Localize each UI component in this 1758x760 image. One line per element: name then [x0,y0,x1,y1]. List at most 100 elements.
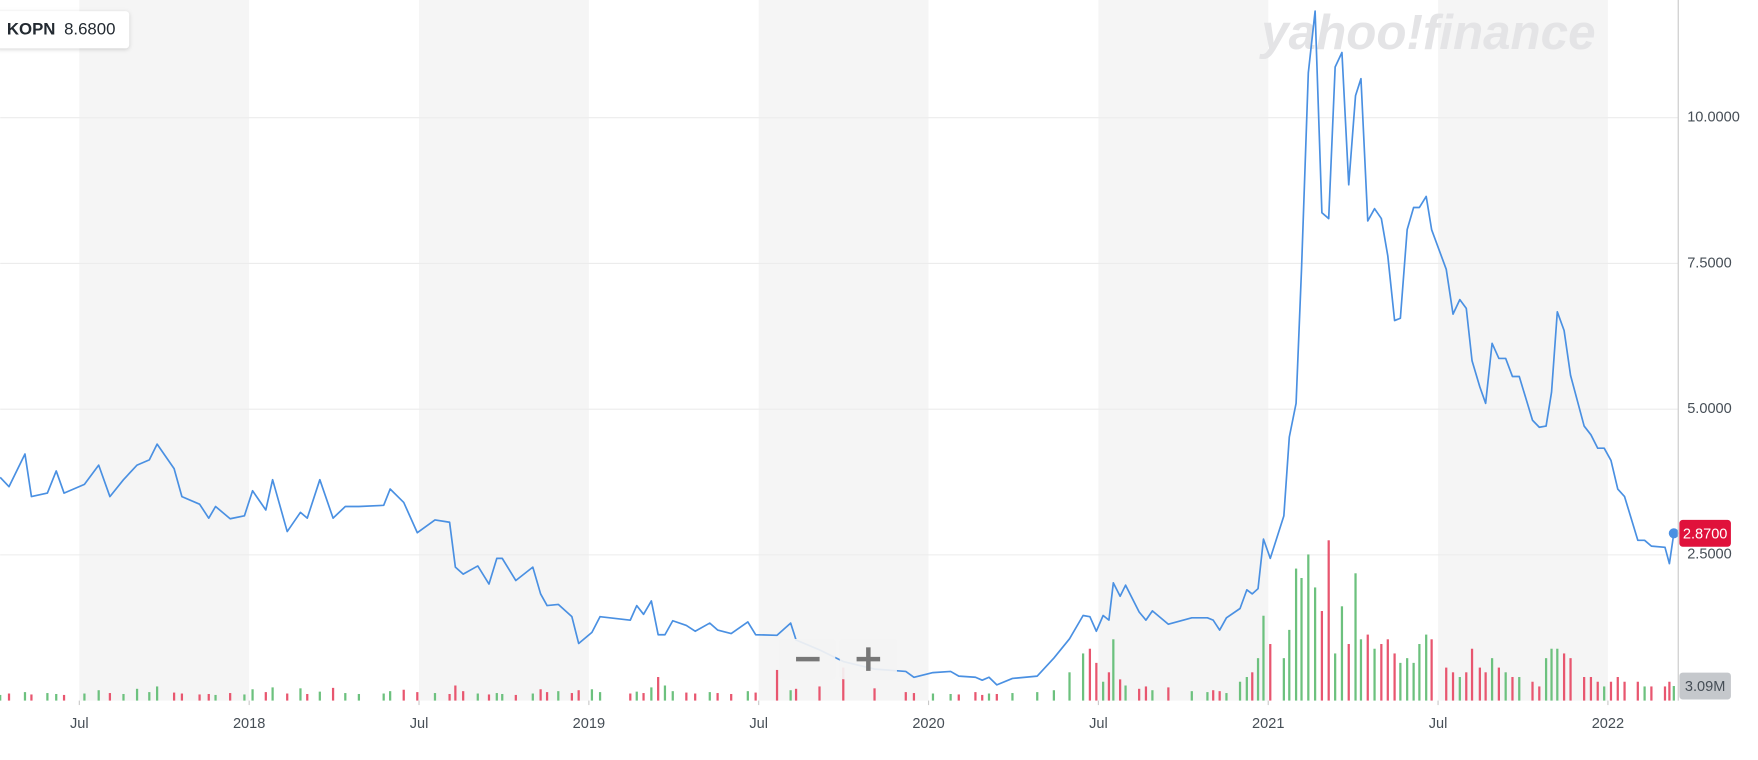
volume-bar [1412,662,1415,701]
x-tick-label: 2022 [1592,716,1624,732]
volume-bar [974,692,977,701]
y-tick-label: 2.5000 [1687,547,1732,563]
volume-bar [1011,693,1014,701]
volume-bar [1386,639,1389,701]
volume-bar [1081,653,1085,701]
volume-bar [1470,648,1474,701]
x-tick-label: 2021 [1252,716,1284,732]
volume-bar [1418,644,1421,701]
x-tick-label: Jul [1089,716,1108,732]
volume-bar [344,693,347,701]
volume-bar [1359,639,1363,701]
volume-bar [1643,686,1646,701]
volume-bar [775,669,779,701]
volume-bar [1544,658,1548,701]
volume-bar [1327,540,1330,701]
volume-bars [0,540,1675,701]
value-tag [1679,519,1731,547]
volume-bar [251,689,254,701]
value-tag-label: 3.09M [1685,679,1725,695]
volume-bar [487,694,491,701]
x-tick-label: 2020 [912,716,944,732]
band [758,0,929,701]
volume-bar [122,693,125,701]
zoom-controls [779,638,897,680]
volume-bar [7,693,11,701]
volume-bar [108,693,112,701]
volume-bar [1256,658,1260,701]
volume-bar [1650,686,1653,701]
x-tick-label: Jul [70,716,89,732]
volume-bar [598,692,602,701]
volume-bar [402,689,405,701]
volume-bar [1562,653,1566,701]
volume-bar [1347,644,1350,701]
value-tag [1679,672,1731,700]
volume-bar [1569,658,1572,701]
volume-bar [389,691,392,701]
volume-bar [635,691,638,701]
volume-bar [306,693,309,701]
volume-bar [716,693,719,701]
volume-bar [987,693,991,701]
volume-bar [650,687,653,701]
volume-bar [1445,667,1448,701]
zoom-in-button[interactable] [839,638,897,680]
volume-bar [1288,629,1291,701]
volume-bar [1556,648,1559,701]
band [1098,0,1269,701]
volume-bar [454,685,457,701]
x-tick-label: 2019 [573,716,605,732]
volume-bar [1068,672,1071,701]
volume-bar [135,688,139,701]
volume-bar [904,692,907,701]
volume-bar [642,693,645,701]
volume-bar [1218,691,1221,701]
volume-bar [570,693,573,701]
volume-bar [1282,658,1285,701]
symbol: KOPN [7,20,56,39]
volume-bar [198,694,201,701]
volume-bar [1623,681,1626,701]
x-tick-label: Jul [1429,716,1448,732]
volume-bar [476,693,479,701]
volume-bar [1320,611,1324,701]
volume-bar [172,692,176,701]
price-line [0,10,1675,686]
x-tick-label: 2018 [233,716,265,732]
y-tick-label: 5.0000 [1687,401,1732,417]
volume-bar [448,693,451,701]
volume-bar [1307,554,1310,701]
volume-bar [949,693,952,701]
volume-bar [1251,672,1254,701]
volume-bar [1373,648,1376,701]
last-point [1668,528,1679,539]
volume-bar [286,693,289,701]
volume-bar [1668,681,1671,701]
volume-bar [1095,662,1098,701]
zoom-out-button[interactable] [779,638,836,680]
bands [79,0,1608,701]
volume-bar [1300,578,1303,701]
volume-bar [382,693,385,701]
volume-bar [1190,691,1193,701]
band [1438,0,1608,701]
volume-bar [299,688,302,701]
volume-bar [746,691,749,701]
volume-bar [1596,681,1599,701]
volume-bar [155,686,159,701]
volume-bar [83,693,86,701]
tags: 2.8700 3.09M [1679,519,1731,700]
volume-bar [1313,587,1317,701]
volume-bar [1144,686,1148,701]
volume-bar [1334,653,1337,701]
volume-bar [1380,644,1383,701]
volume-bar [1354,573,1357,701]
volume-bar [1583,677,1586,701]
volume-bar [97,690,100,701]
volume-bar [995,693,998,701]
plot [0,10,1679,686]
volume-bar [1504,672,1507,701]
volume-bar [1366,634,1369,701]
